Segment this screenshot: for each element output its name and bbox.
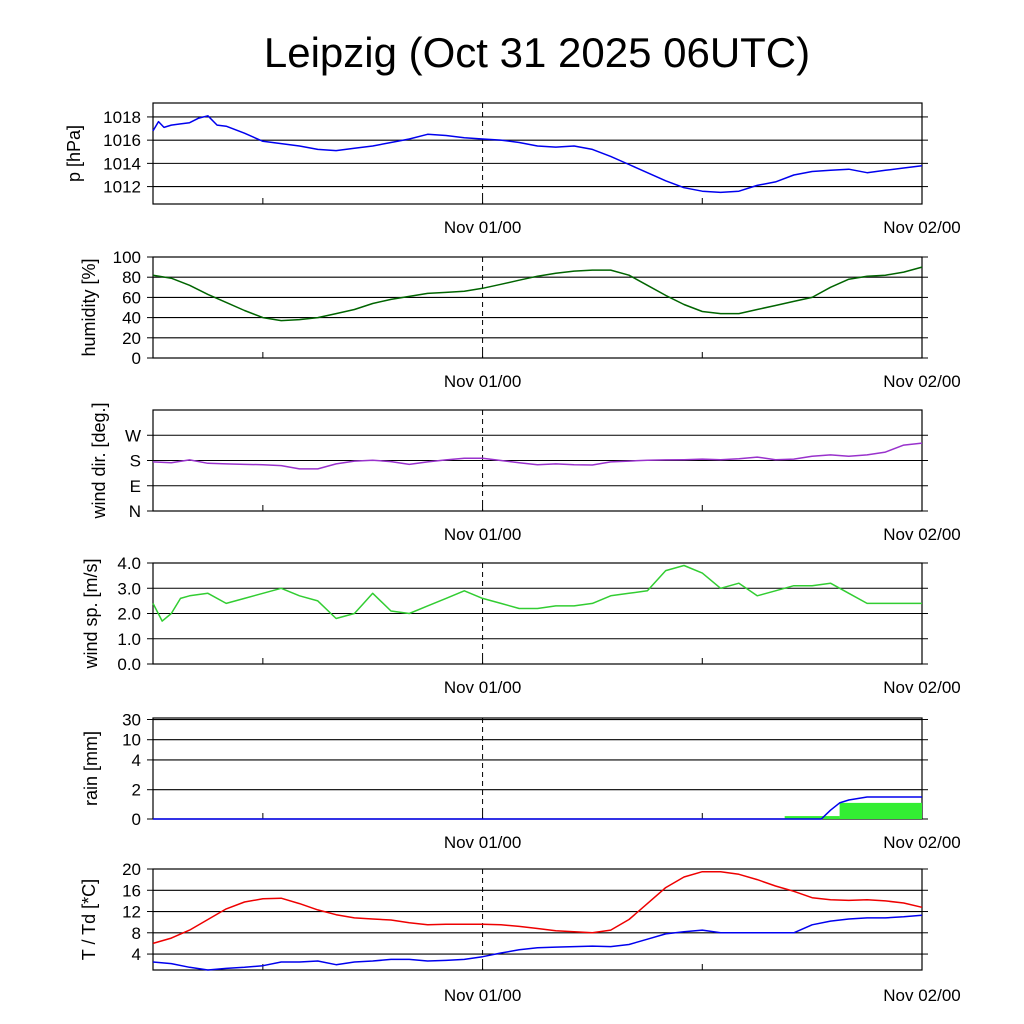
humidity-y-tick-label: 100	[113, 248, 141, 267]
temperature-frame	[152, 868, 923, 971]
pressure-series-line	[152, 115, 923, 194]
pressure-y-axis-label: p [hPa]	[64, 125, 84, 182]
humidity-y-tick-label: 60	[122, 288, 141, 307]
humidity-x-tick-label: Nov 02/00	[883, 372, 961, 391]
pressure-y-tick-label: 1012	[103, 178, 141, 197]
wind_dir-x-tick-label: Nov 01/00	[444, 525, 522, 544]
humidity-y-axis-label: humidity [%]	[79, 258, 99, 356]
rain-y-tick-label: 2	[132, 781, 141, 800]
wind_dir-y-tick-label: E	[130, 477, 141, 496]
pressure-y-tick-label: 1018	[103, 108, 141, 127]
pressure-panel: 1018 1016 1014 1012 Nov 01/00 Nov 02/00 p [hPa…	[64, 102, 961, 237]
temperature-y-tick-label: 12	[122, 903, 141, 922]
humidity-y-tick-label: 80	[122, 268, 141, 287]
chart-title: Leipzig (Oct 31 2025 06UTC)	[264, 29, 810, 76]
rain-bar	[839, 802, 922, 819]
temperature-panel: 20 16 12 8 4 Nov 01/00 Nov 02/00 T / Td [*C]	[79, 860, 961, 1005]
wind_speed-x-tick-label: Nov 01/00	[444, 678, 522, 697]
wind_speed-y-tick-label: 4.0	[117, 554, 141, 573]
wind_dir-x-tick-label: Nov 02/00	[883, 525, 961, 544]
wind_dir-y-tick-label: W	[125, 426, 141, 445]
rain-y-tick-label: 30	[122, 711, 141, 730]
humidity-y-tick-label: 20	[122, 329, 141, 348]
rain-series-line	[153, 796, 922, 820]
temperature-y-axis-label: T / Td [*C]	[79, 879, 99, 960]
humidity-y-tick-label: 0	[132, 349, 141, 368]
pressure-x-tick-label: Nov 01/00	[444, 218, 522, 237]
humidity-y-tick-label: 40	[122, 309, 141, 328]
wind_speed-y-tick-label: 2.0	[117, 605, 141, 624]
wind_dir-y-axis-label: wind dir. [deg.]	[89, 402, 109, 519]
temperature-x-tick-label: Nov 01/00	[444, 986, 522, 1005]
rain-frame	[152, 717, 923, 820]
wind_speed-y-tick-label: 0.0	[117, 655, 141, 674]
wind-speed-panel: 4.0 3.0 2.0 1.0 0.0 Nov 01/00 Nov 02/00 wind sp…	[81, 554, 961, 697]
wind_speed-y-tick-label: 1.0	[117, 630, 141, 649]
pressure-y-tick-label: 1016	[103, 131, 141, 150]
pressure-frame	[152, 102, 923, 205]
pressure-x-tick-label: Nov 02/00	[883, 218, 961, 237]
wind_speed-y-tick-label: 3.0	[117, 579, 141, 598]
wind_speed-y-axis-label: wind sp. [m/s]	[81, 558, 101, 669]
temperature-y-tick-label: 4	[132, 945, 141, 964]
pressure-y-tick-label: 1014	[103, 154, 141, 173]
temperature-series-line	[152, 914, 923, 971]
rain-bar	[784, 816, 840, 819]
rain-x-tick-label: Nov 02/00	[883, 833, 961, 852]
temperature-y-tick-label: 20	[122, 860, 141, 879]
humidity-frame	[152, 256, 923, 359]
wind_dir-y-tick-label: N	[129, 502, 141, 521]
rain-x-tick-label: Nov 01/00	[444, 833, 522, 852]
temperature-y-tick-label: 8	[132, 924, 141, 943]
temperature-series-line	[152, 870, 923, 945]
wind_speed-x-tick-label: Nov 02/00	[883, 678, 961, 697]
rain-y-tick-label: 0	[132, 810, 141, 829]
wind_speed-series-line	[152, 564, 922, 622]
rain-y-tick-label: 4	[132, 751, 141, 770]
wind_dir-y-tick-label: S	[130, 452, 141, 471]
wind_dir-series-line	[152, 442, 923, 470]
humidity-x-tick-label: Nov 01/00	[444, 372, 522, 391]
temperature-x-tick-label: Nov 02/00	[883, 986, 961, 1005]
rain-y-tick-label: 10	[122, 731, 141, 750]
temperature-y-tick-label: 16	[122, 881, 141, 900]
humidity-series-line	[152, 266, 923, 322]
rain-y-axis-label: rain [mm]	[81, 731, 101, 806]
